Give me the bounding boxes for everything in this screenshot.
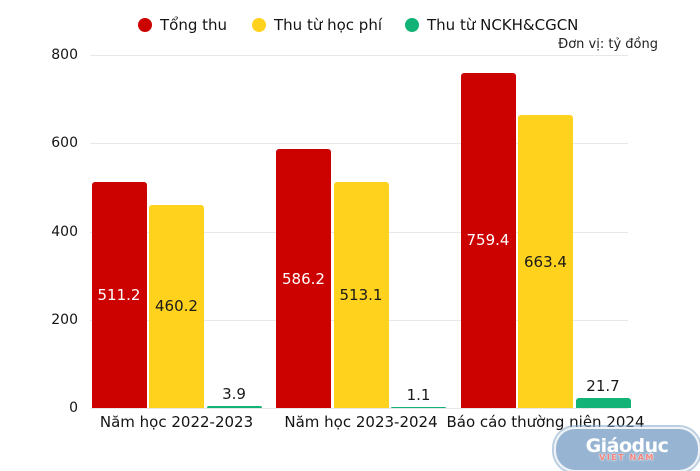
x-axis-label-group3: Báo cáo thường niên 2024 (446, 413, 645, 431)
y-tick-label-200: 200 (51, 311, 78, 328)
legend-item-nckh: Thu từ NCKH&CGCN (405, 16, 578, 34)
bar-value-label-series2-group2: 513.1 (339, 285, 383, 304)
bar-series3-group3 (575, 398, 631, 408)
bar-value-label-series1-group1: 511.2 (97, 286, 141, 305)
bar-series3-group2 (391, 407, 446, 408)
bar-value-label-series3-group1: 3.9 (222, 385, 246, 404)
legend-label-hoc-phi: Thu từ học phí (274, 16, 382, 34)
legend-swatch-red (138, 18, 152, 32)
bar-series1-group2 (276, 149, 331, 408)
gridline-0 (90, 408, 628, 409)
bar-series1-group1 (91, 182, 147, 408)
bar-value-label-series1-group3: 759.4 (466, 231, 510, 250)
y-tick-label-600: 600 (51, 135, 78, 152)
watermark-logo-text: Giáodục (585, 435, 669, 457)
bar-series2-group1 (149, 204, 204, 408)
bar-value-label-series3-group3: 21.7 (586, 377, 620, 396)
gridline-800 (90, 55, 628, 56)
legend-label-tong-thu: Tổng thu (160, 16, 228, 34)
bar-series1-group3 (460, 72, 516, 408)
legend-swatch-green (405, 18, 419, 32)
bar-value-label-series2-group3: 663.4 (524, 252, 567, 271)
legend-item-hoc-phi: Thu từ học phí (252, 16, 382, 34)
gridline-600 (90, 143, 628, 145)
watermark-logo: Giáodục VIET NAM (554, 427, 700, 471)
bar-value-label-series2-group1: 460.2 (155, 297, 198, 316)
x-axis-label-group2: Năm học 2023-2024 (284, 413, 438, 431)
y-tick-label-0: 0 (69, 400, 78, 416)
bar-series2-group3 (518, 115, 573, 408)
y-tick-label-400: 400 (51, 223, 78, 240)
legend-swatch-yellow (252, 18, 266, 32)
legend-label-nckh: Thu từ NCKH&CGCN (427, 16, 579, 34)
x-axis-label-group1: Năm học 2022-2023 (99, 413, 254, 431)
unit-note: Đơn vị: tỷ đồng (558, 37, 658, 52)
watermark-logo-subtext: VIET NAM (599, 453, 655, 462)
bar-value-label-series3-group2: 1.1 (406, 386, 431, 404)
bar-series2-group2 (333, 181, 389, 408)
bar-series3-group1 (206, 406, 262, 408)
y-tick-label-800: 800 (51, 47, 78, 63)
bar-value-label-series1-group2: 586.2 (282, 269, 325, 288)
legend-item-tong-thu: Tổng thu (138, 16, 227, 34)
